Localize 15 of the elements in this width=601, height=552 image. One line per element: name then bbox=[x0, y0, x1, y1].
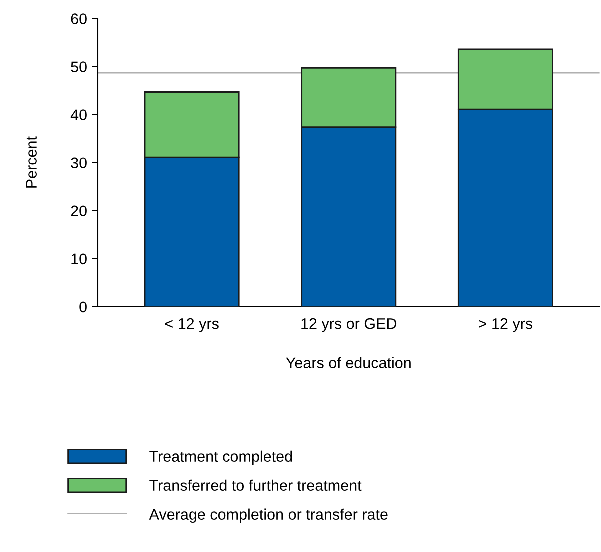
legend-label: Transferred to further treatment bbox=[150, 480, 362, 492]
y-tick-label: 60 bbox=[71, 14, 87, 24]
y-axis-title: Percent bbox=[26, 136, 37, 188]
y-tick-label: 40 bbox=[70, 110, 87, 120]
y-tick-label: 10 bbox=[72, 254, 87, 265]
y-tick-label: 20 bbox=[71, 206, 87, 217]
legend-label: Treatment completed bbox=[150, 450, 292, 466]
x-tick-label: < 12 yrs bbox=[165, 318, 219, 332]
y-tick-label: 30 bbox=[71, 158, 87, 169]
y-tick-label: 0 bbox=[80, 302, 87, 313]
x-axis-title: Years of education bbox=[286, 357, 411, 368]
x-tick-label: > 12 yrs bbox=[479, 318, 533, 332]
y-tick-label: 50 bbox=[71, 62, 87, 72]
legend-label: Average completion or transfer rate bbox=[149, 508, 388, 524]
x-tick-label: 12 yrs or GED bbox=[302, 318, 397, 332]
